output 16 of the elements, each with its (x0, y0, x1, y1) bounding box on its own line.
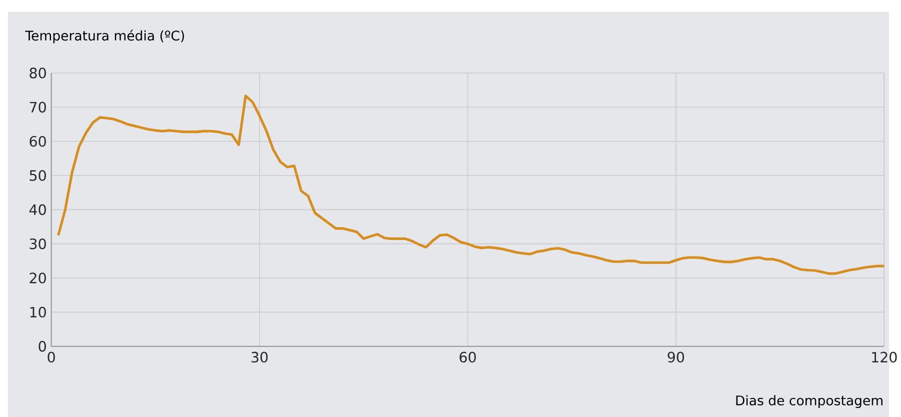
y-tick-label: 80 (30, 67, 46, 78)
y-tick-label: 40 (29, 204, 46, 215)
y-tick-label: 20 (30, 272, 46, 284)
y-tick-label: 50 (30, 170, 46, 181)
y-tick-label: 60 (30, 136, 46, 147)
x-tick-label: 30 (252, 352, 268, 362)
y-tick-label: 70 (30, 102, 46, 112)
y-tick-label: 30 (30, 238, 46, 250)
x-tick-label: 60 (460, 352, 476, 362)
y-tick-label: 10 (30, 306, 46, 318)
y-axis-title: Temperatura média (ºC) (25, 30, 184, 44)
x-tick-label: 90 (668, 352, 684, 362)
y-tick-label: 0 (38, 340, 46, 352)
x-tick-label: 0 (48, 352, 55, 362)
x-axis-title: Dias de compostagem (736, 394, 882, 408)
x-tick-label: 120 (872, 352, 897, 362)
